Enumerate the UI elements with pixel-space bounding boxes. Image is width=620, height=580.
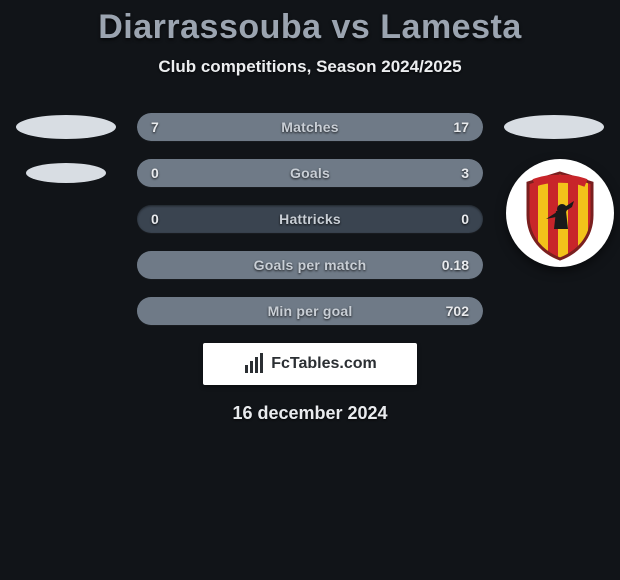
spacer <box>13 297 119 325</box>
stat-pill: Goals per match 0.18 <box>137 251 483 279</box>
stat-row: Min per goal 702 <box>0 297 620 325</box>
page-title: Diarrassouba vs Lamesta <box>0 8 620 47</box>
player-left-logo <box>13 113 119 141</box>
stat-pill: 0 Hattricks 0 <box>137 205 483 233</box>
snapshot-date: 16 december 2024 <box>0 403 620 424</box>
stat-label: Hattricks <box>137 205 483 233</box>
season-subtitle: Club competitions, Season 2024/2025 <box>0 57 620 77</box>
stat-label: Matches <box>137 113 483 141</box>
ellipse-icon <box>501 113 607 141</box>
brand-attribution[interactable]: FcTables.com <box>203 343 417 385</box>
comparison-card: Diarrassouba vs Lamesta Club competition… <box>0 0 620 424</box>
barchart-icon <box>243 353 265 375</box>
stat-label: Goals <box>137 159 483 187</box>
stat-pill: Min per goal 702 <box>137 297 483 325</box>
ellipse-icon <box>13 113 119 141</box>
stat-row: 7 Matches 17 <box>0 113 620 141</box>
player-right-logo <box>501 113 607 141</box>
club-badge-right <box>506 159 614 267</box>
player-left-logo <box>13 159 119 187</box>
shield-icon <box>506 159 614 267</box>
stat-value-right: 702 <box>446 297 469 325</box>
stat-label: Goals per match <box>137 251 483 279</box>
ellipse-icon <box>23 161 109 185</box>
stat-pill: 7 Matches 17 <box>137 113 483 141</box>
stat-pill: 0 Goals 3 <box>137 159 483 187</box>
stats-block: 7 Matches 17 0 Goals 3 <box>0 113 620 325</box>
stat-label: Min per goal <box>137 297 483 325</box>
brand-label: FcTables.com <box>271 355 377 373</box>
stat-value-right: 0 <box>461 205 469 233</box>
stat-value-right: 3 <box>461 159 469 187</box>
spacer <box>13 251 119 279</box>
stat-value-right: 17 <box>453 113 469 141</box>
spacer <box>501 297 607 325</box>
stat-value-right: 0.18 <box>442 251 469 279</box>
spacer <box>13 205 119 233</box>
